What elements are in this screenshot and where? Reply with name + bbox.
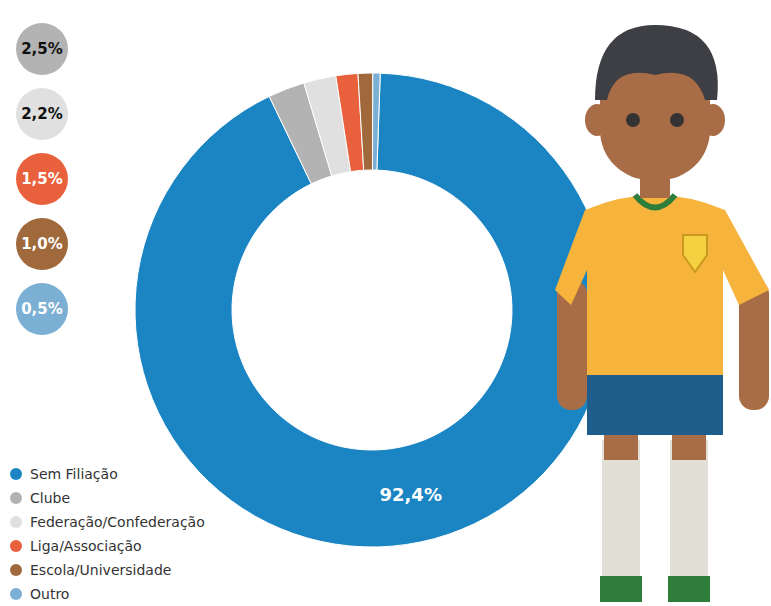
- html-text:Outro: Outro: [30, 586, 70, 602]
- html-text:Clube: Clube: [30, 490, 70, 506]
- html-text:Escola/Universidade: Escola/Universidade: [30, 562, 172, 578]
- html-text:Sem Filiação: Sem Filiação: [30, 466, 118, 482]
- html-text:Liga/Associação: Liga/Associação: [30, 538, 142, 554]
- html-text:Federação/Confederação: Federação/Confederação: [30, 514, 205, 530]
- html-text:0,5%: 0,5%: [21, 300, 63, 318]
- html-text:2,2%: 2,2%: [21, 105, 63, 123]
- html-text:1,0%: 1,0%: [21, 235, 63, 253]
- html-text:2,5%: 2,5%: [21, 40, 63, 58]
- html-text:1,5%: 1,5%: [21, 170, 63, 188]
- svg-text:92,4%: 92,4%: [379, 484, 441, 505]
